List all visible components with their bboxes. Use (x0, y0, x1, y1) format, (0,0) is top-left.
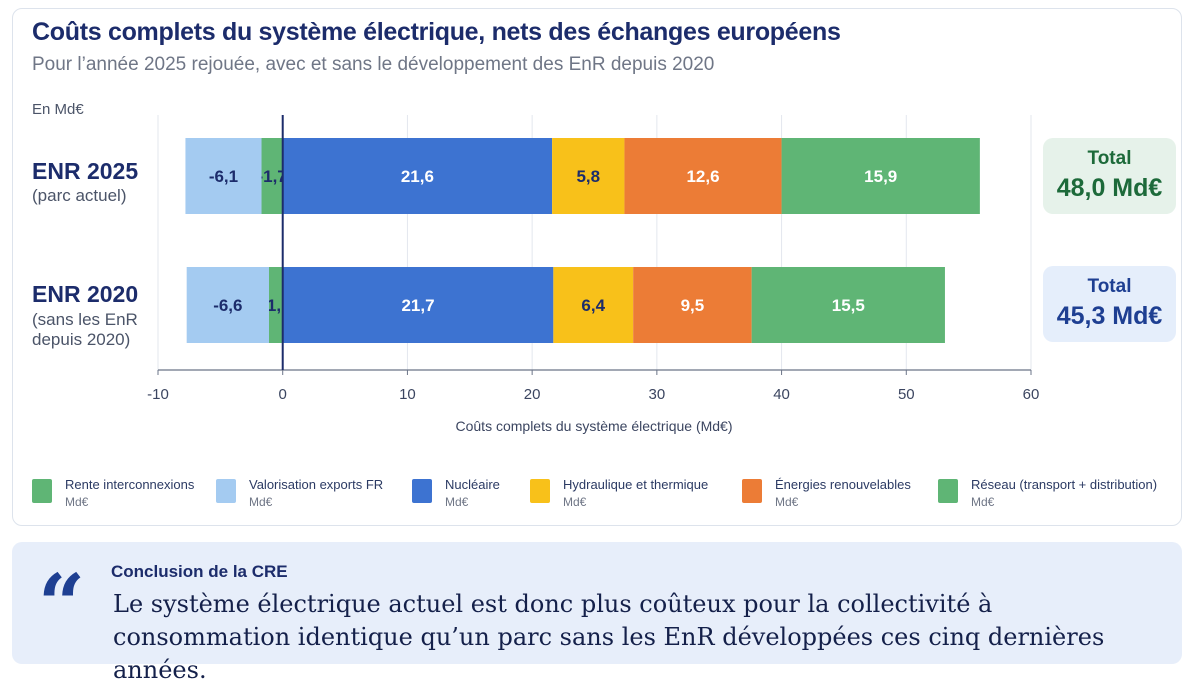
legend-unit: Md€ (65, 495, 89, 509)
x-tick-label: 40 (773, 386, 790, 403)
data-label: -6,1 (209, 167, 238, 186)
category-sublabel-enr-2020: (sans les EnR depuis 2020) (32, 310, 138, 349)
quote-icon: “ (38, 557, 86, 653)
total-box-enr-2025: Total 48,0 Md€ (1043, 138, 1176, 214)
legend-swatch (530, 479, 550, 503)
x-tick-label: -10 (147, 386, 169, 403)
bar-energies-renouvelables-enr-2020 (633, 267, 752, 343)
x-tick-label: 20 (524, 386, 541, 403)
x-axis-title: Coûts complets du système électrique (Md… (456, 418, 733, 434)
legend-unit: Md€ (249, 495, 273, 509)
category-label-enr-2025: ENR 2025 (32, 158, 139, 184)
bar-hydraulique-et-thermique-enr-2025 (552, 138, 625, 214)
data-label: -6,6 (213, 296, 242, 315)
x-tick-label: 60 (1023, 386, 1040, 403)
legend-swatch (32, 479, 52, 503)
legend-swatch (216, 479, 236, 503)
legend-unit: Md€ (563, 495, 587, 509)
x-tick-label: 0 (279, 386, 287, 403)
legend-swatch (412, 479, 432, 503)
bar-rente-interconnexions-enr-2020 (268, 267, 283, 343)
conclusion-panel: “ Conclusion de la CRE Le système électr… (12, 542, 1182, 684)
bar-nucleaire-enr-2020 (282, 267, 554, 343)
bar-nucleaire-enr-2025 (282, 138, 553, 214)
legend-unit: Md€ (775, 495, 799, 509)
data-label: 15,5 (832, 296, 865, 315)
legend-label: Énergies renouvelables (775, 477, 911, 492)
chart-legend: Rente interconnexions Md€ Valorisation exp… (32, 476, 1182, 516)
data-label: 5,8 (576, 167, 600, 186)
legend-swatch (742, 479, 762, 503)
unit-label: En Md€ (32, 101, 84, 118)
total-label: Total (1087, 276, 1132, 297)
data-label: -1,7 (257, 167, 286, 186)
category-sublabel-enr-2025: (parc actuel) (32, 186, 127, 205)
data-label: 21,7 (401, 296, 434, 315)
legend-unit: Md€ (445, 495, 469, 509)
total-value-enr-2025: 48,0 Md€ (1056, 174, 1163, 202)
legend-label: Nucléaire (445, 477, 500, 492)
total-value-enr-2020: 45,3 Md€ (1056, 302, 1163, 330)
bar-reseau-transport-distribution-enr-2020 (751, 267, 945, 343)
data-label: 21,6 (401, 167, 434, 186)
bar-energies-renouvelables-enr-2025 (624, 138, 782, 214)
total-label: Total (1087, 148, 1132, 169)
data-label: 9,5 (681, 296, 705, 315)
data-label: 6,4 (581, 296, 605, 315)
legend-swatch (938, 479, 958, 503)
data-label: 15,9 (864, 167, 897, 186)
x-tick-label: 30 (649, 386, 666, 403)
conclusion-text: Le système électrique actuel est donc pl… (113, 590, 1105, 684)
legend-label: Valorisation exports FR (249, 477, 384, 492)
bar-hydraulique-et-thermique-enr-2020 (553, 267, 634, 343)
legend-label: Réseau (transport + distribution) (971, 477, 1158, 492)
legend-label: Rente interconnexions (65, 477, 195, 492)
x-tick-label: 50 (898, 386, 915, 403)
chart-subtitle: Pour l’année 2025 rejouée, avec et sans … (32, 54, 715, 75)
category-label-enr-2020: ENR 2020 (32, 281, 139, 307)
conclusion-title: Conclusion de la CRE (111, 562, 288, 581)
bar-reseau-transport-distribution-enr-2025 (781, 138, 980, 214)
x-tick-label: 10 (399, 386, 416, 403)
legend-unit: Md€ (971, 495, 995, 509)
bar-valorisation-exports-fr-enr-2025 (185, 138, 262, 214)
total-box-enr-2020: Total 45,3 Md€ (1043, 266, 1176, 342)
bar-valorisation-exports-fr-enr-2020 (186, 267, 269, 343)
chart-title: Coûts complets du système électrique, ne… (32, 18, 841, 46)
legend-label: Hydraulique et thermique (563, 477, 709, 492)
data-label: 12,6 (686, 167, 719, 186)
bar-rente-interconnexions-enr-2025 (261, 138, 283, 214)
